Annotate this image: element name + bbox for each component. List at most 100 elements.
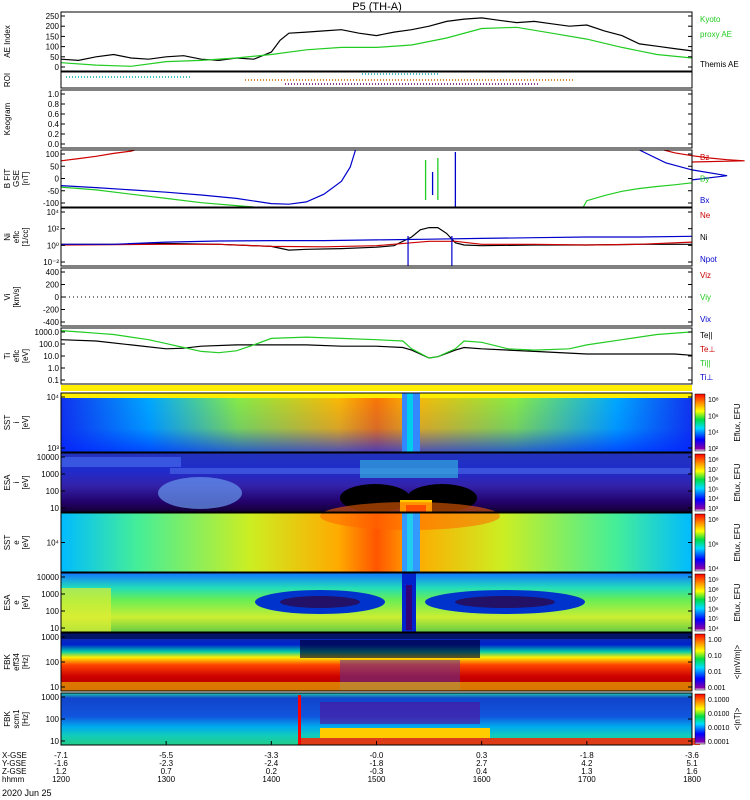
xtick-label: 1800 <box>683 775 701 784</box>
colorbar-tick-esa_e: 10⁸ <box>708 587 719 594</box>
panel-frame-bfit <box>60 149 693 208</box>
xtick-label: 1.2 <box>55 767 67 776</box>
ylabel-vi: Vi <box>3 293 12 300</box>
series-bfit-by <box>60 186 254 208</box>
colorbar-tick-fbk_b: 0.0100 <box>708 711 730 718</box>
ylabel-ni: [1/cc] <box>21 227 30 246</box>
colorbar-fbk_b <box>694 693 706 745</box>
ylabel-ti: [eV] <box>21 349 30 363</box>
colorbar-tick-sst_e: 10⁶ <box>708 542 719 549</box>
xtick-label: 1400 <box>262 775 280 784</box>
ytick-label-fbk_e: 1000 <box>41 633 59 642</box>
colorbar-tick-fbk_e: 1.00 <box>708 637 722 644</box>
series-bfit-bx <box>60 149 357 205</box>
ytick-label-ae: 250 <box>46 12 60 21</box>
colorbar-tick-fbk_b: 0.1000 <box>708 697 730 704</box>
ytick-label-keogram: 0.8 <box>48 100 60 109</box>
ytick-label-ae: 0 <box>55 63 60 72</box>
ylabel-fbk_b: [Hz] <box>21 712 30 726</box>
xtick-label: -3.3 <box>264 751 278 760</box>
ytick-label-fbk_e: 10 <box>50 683 59 692</box>
legend-ti: Ti|| <box>700 359 711 368</box>
xtick-label: 1700 <box>578 775 596 784</box>
legend-bfit: Bx <box>700 196 709 205</box>
colorbar-esa_i <box>694 453 706 512</box>
ylabel-fbk_e: FBK <box>3 654 12 670</box>
ytick-label-vi: 200 <box>46 281 60 290</box>
ytick-label-esa_e: 10000 <box>37 573 60 582</box>
colorbar-tick-sst_i: 10⁸ <box>708 397 719 404</box>
xtick-label: -0.3 <box>370 767 384 776</box>
ylabel-ni: Ni <box>3 233 12 241</box>
ylabel-roi: ROI <box>3 73 12 87</box>
colorbar-tick-esa_i: 10⁷ <box>708 467 719 474</box>
series-bfit-by <box>582 182 693 208</box>
ytick-label-bfit: -50 <box>47 187 59 196</box>
ytick-label-bfit: 0 <box>55 175 60 184</box>
series-ni-npot <box>61 235 693 245</box>
xtick-label: -5.5 <box>159 751 173 760</box>
ylabel-ti: eflc <box>12 350 21 362</box>
panel-decorations <box>61 152 692 298</box>
ylabel-fbk_e: [Hz] <box>21 655 30 669</box>
legend-ni: Ne <box>700 211 711 220</box>
ytick-label-sst_e: 10⁴ <box>47 539 60 548</box>
ytick-label-esa_i: 10000 <box>37 453 60 462</box>
panel-frame-sst_i <box>60 392 693 453</box>
ylabel-ti: Ti <box>3 353 12 360</box>
ylabel-fbk_b: FBK <box>3 711 12 727</box>
ytick-label-fbk_b: 100 <box>46 715 60 724</box>
ylabel-esa_e: ESA <box>3 594 12 611</box>
series-ni-ni <box>61 227 692 251</box>
ytick-label-ti: 1.0 <box>48 364 60 373</box>
ytick-label-vi: 0 <box>55 293 60 302</box>
ytick-label-ae: 100 <box>46 43 60 52</box>
panel-frame-ae <box>60 11 693 72</box>
ylabel-esa_i: ESA <box>3 474 12 491</box>
legend-ae: Themis AE <box>700 60 739 69</box>
ylabel-esa_i: [eV] <box>21 475 30 489</box>
ytick-label-vi: -200 <box>43 306 60 315</box>
ytick-label-fbk_e: 100 <box>46 658 60 667</box>
ylabel-fbk_b: scm1 <box>12 709 21 729</box>
xtick-label: -2.3 <box>159 759 173 768</box>
time-series-lines <box>60 17 745 359</box>
colorbar-tick-esa_i: 10³ <box>708 506 719 513</box>
ytick-label-esa_i: 1000 <box>41 470 59 479</box>
xtick-label: -2.4 <box>264 759 278 768</box>
xtick-label: -3.6 <box>685 751 699 760</box>
ylabel-bfit: B FIT <box>3 169 12 189</box>
legend-bfit: Bz <box>700 153 709 162</box>
colorbar-esa_e <box>694 573 706 632</box>
time-coverage-strip <box>61 385 692 391</box>
colorbar-tick-fbk_e: 0.001 <box>708 685 726 692</box>
legend-vi: Vix <box>700 315 711 324</box>
xtick-label: 1500 <box>368 775 386 784</box>
ylabel-bfit: [nT] <box>21 172 30 186</box>
axis-row-label: Y-GSE <box>2 759 26 768</box>
ytick-label-esa_e: 100 <box>46 607 60 616</box>
xtick-label: 0.7 <box>161 767 173 776</box>
axis-row-label: X-GSE <box>2 751 27 760</box>
ytick-label-keogram: 0.0 <box>48 140 60 149</box>
xtick-label: 1300 <box>157 775 175 784</box>
ytick-label-ae: 50 <box>50 53 59 62</box>
ytick-label-bfit: -100 <box>43 199 60 208</box>
ylabel-vi: [km/s] <box>12 286 21 307</box>
ylabel-ni: eflc <box>12 231 21 243</box>
axis-row-label: hhmm <box>2 775 25 784</box>
colorbar-tick-esa_i: 10⁵ <box>708 486 719 493</box>
ytick-label-ae: 200 <box>46 22 60 31</box>
ytick-label-ti: 0.1 <box>48 376 60 385</box>
colorbar-sst_i <box>694 393 706 452</box>
series-ni-ne <box>60 240 693 248</box>
xtick-label: 0.2 <box>266 767 278 776</box>
ytick-label-ae: 150 <box>46 32 60 41</box>
series-ti-te- <box>60 339 693 359</box>
ylabel-esa_e: e <box>12 600 21 605</box>
ylabel-sst_e: [eV] <box>21 535 30 549</box>
colorbar-tick-fbk_e: 0.01 <box>708 669 722 676</box>
panel-frame-roi <box>60 71 693 89</box>
colorbar-tick-sst_i: 10⁴ <box>708 430 719 437</box>
